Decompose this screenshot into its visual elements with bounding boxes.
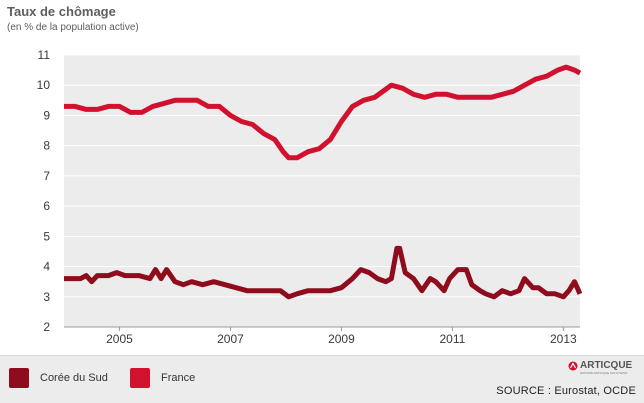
grid xyxy=(64,54,580,298)
y-tick-label: 9 xyxy=(43,108,50,122)
y-tick-label: 11 xyxy=(38,48,51,62)
y-tick-label: 10 xyxy=(37,78,51,92)
x-tick-label: 2013 xyxy=(550,332,577,346)
logo-text: ARTICQUE xyxy=(580,360,633,371)
legend: Corée du Sud France ARTICQUE GROUPE ARTI… xyxy=(0,355,644,403)
legend-item-france: France xyxy=(130,368,195,388)
source-note: SOURCE : Eurostat, OCDE xyxy=(496,385,636,397)
legend-swatch-france xyxy=(130,368,150,388)
x-tick-label: 2011 xyxy=(439,332,465,346)
series-line-france xyxy=(64,64,582,161)
articque-logo: ARTICQUE GROUPE ARTICQUE SOLUTIONS xyxy=(568,360,638,378)
legend-label-korea: Corée du Sud xyxy=(40,372,108,384)
line-chart: 2 3 4 5 6 7 8 9 10 11 2005 2007 2009 2011 2013 xyxy=(37,48,583,346)
y-tick-label: 7 xyxy=(43,169,50,183)
chart-subtitle: (en % de la population active) xyxy=(7,22,139,33)
legend-label-france: France xyxy=(161,372,196,384)
x-axis: 2005 2007 2009 2011 2013 xyxy=(64,326,580,346)
chart-title: Taux de chômage xyxy=(7,4,116,19)
y-axis: 2 3 4 5 6 7 8 9 10 11 xyxy=(37,48,51,334)
x-tick-label: 2009 xyxy=(328,332,355,346)
x-tick-label: 2007 xyxy=(217,332,244,346)
logo-subtext: GROUPE ARTICQUE SOLUTIONS xyxy=(580,371,628,375)
x-tick-label: 2005 xyxy=(106,332,133,346)
y-tick-label: 2 xyxy=(43,320,50,334)
plot-area xyxy=(64,55,580,327)
y-tick-label: 8 xyxy=(43,139,50,153)
y-tick-label: 5 xyxy=(43,229,50,243)
logo-mark-icon xyxy=(568,361,578,371)
y-tick-label: 3 xyxy=(43,290,50,304)
series-group xyxy=(63,64,583,300)
y-tick-label: 4 xyxy=(43,260,50,274)
legend-swatch-korea xyxy=(9,368,29,388)
y-tick-label: 6 xyxy=(43,199,50,213)
legend-item-korea: Corée du Sud xyxy=(9,368,108,388)
